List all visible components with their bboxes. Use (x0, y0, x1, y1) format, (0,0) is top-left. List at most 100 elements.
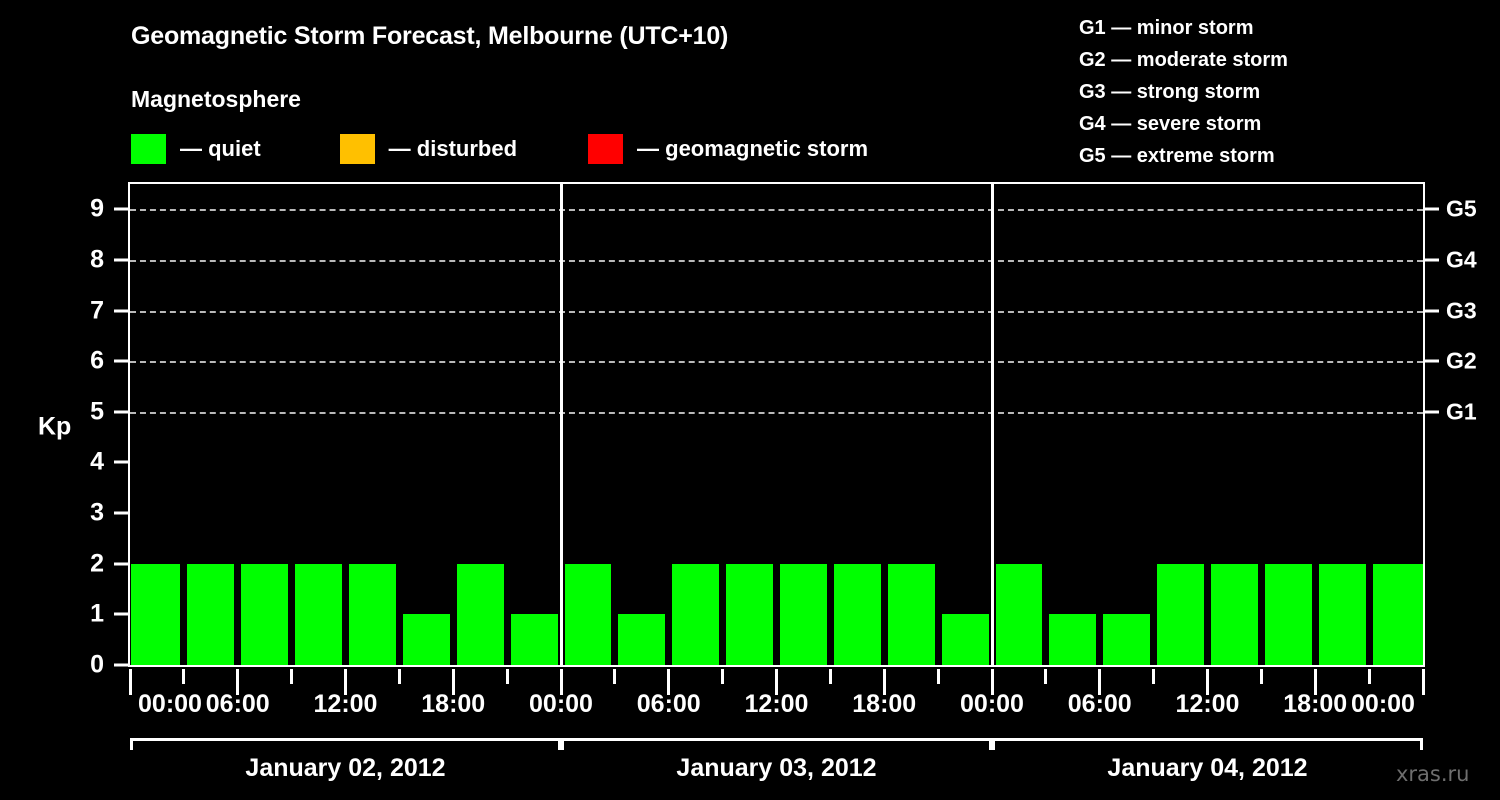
bar (780, 563, 827, 665)
gridline (130, 209, 1423, 212)
bar (456, 563, 504, 665)
legend-swatch-storm (588, 134, 624, 164)
legend: — quiet — disturbed — geomagnetic storm (131, 134, 868, 164)
g-tick-label: G2 (1446, 347, 1477, 374)
legend-label-storm: — geomagnetic storm (637, 136, 869, 161)
x-tick-major (990, 669, 994, 695)
y-tick-mark (114, 562, 128, 566)
bar (349, 563, 396, 665)
x-tick-label: 00:00 (138, 690, 202, 718)
x-tick-minor (1152, 669, 1156, 684)
y-tick-mark (114, 511, 128, 515)
g-tick-label: G4 (1446, 246, 1477, 273)
g-tick-label: G3 (1446, 297, 1477, 324)
bar (402, 614, 450, 665)
g-tick-mark (1425, 359, 1439, 363)
x-tick-label: 12:00 (1175, 690, 1240, 718)
y-tick-mark (114, 309, 128, 313)
bar (726, 563, 773, 665)
x-tick-major (451, 669, 455, 695)
gridline (130, 310, 1423, 313)
bar (887, 563, 935, 665)
x-tick-minor (828, 669, 832, 684)
bar (941, 614, 989, 665)
gscale-legend-line: G3 — strong storm (1079, 81, 1261, 103)
bar (995, 563, 1043, 665)
y-tick-label: 4 (90, 447, 104, 476)
x-tick-major (882, 669, 886, 695)
gscale-legend-line: G5 — extreme storm (1079, 145, 1275, 167)
g-tick-label: G5 (1446, 195, 1477, 222)
gscale-legend-line: G1 — minor storm (1079, 17, 1254, 39)
y-tick-label: 7 (90, 296, 104, 325)
legend-label-disturbed: — disturbed (388, 136, 518, 161)
plot-area (128, 182, 1425, 667)
x-tick-label: 00:00 (1351, 690, 1415, 718)
y-tick-label: 5 (90, 397, 104, 426)
g-tick-mark (1425, 309, 1439, 313)
legend-item-disturbed: — disturbed (339, 134, 518, 164)
day-bracket (992, 738, 1423, 750)
bar (833, 563, 881, 665)
y-tick-label: 2 (90, 549, 104, 578)
x-tick-minor (397, 669, 401, 684)
bar (564, 563, 612, 665)
bar (510, 614, 558, 665)
date-label: January 02, 2012 (245, 754, 446, 782)
bar (1318, 563, 1366, 665)
y-tick-label: 0 (90, 650, 104, 679)
x-tick-major (236, 669, 240, 695)
x-tick-major (559, 669, 563, 695)
y-tick-mark (114, 460, 128, 464)
bar (1372, 563, 1423, 665)
day-separator (990, 182, 994, 667)
g-tick-mark (1425, 258, 1439, 262)
bar (295, 563, 342, 665)
g-tick-mark (1425, 410, 1439, 414)
x-tick-major (667, 669, 671, 695)
day-bracket (561, 738, 992, 750)
bar (241, 563, 289, 665)
x-tick-major (1313, 669, 1317, 695)
bar (1157, 563, 1204, 665)
day-separator (559, 182, 563, 667)
y-tick-mark (114, 359, 128, 363)
legend-item-quiet: — quiet (131, 134, 261, 164)
x-tick-major (128, 669, 132, 695)
gscale-legend-line: G4 — severe storm (1079, 113, 1262, 135)
legend-swatch-quiet (131, 134, 166, 164)
x-tick-label: 06:00 (1067, 690, 1132, 718)
y-tick-label: 8 (90, 245, 104, 274)
y-tick-mark (114, 258, 128, 262)
bar (130, 563, 181, 665)
x-tick-minor (936, 669, 940, 684)
y-axis-title: Kp (38, 412, 72, 441)
y-tick-label: 3 (90, 498, 104, 527)
legend-label-quiet: — quiet (180, 136, 261, 161)
x-tick-label: 12:00 (744, 690, 809, 718)
x-tick-major (775, 669, 778, 695)
x-tick-label: 12:00 (313, 690, 378, 718)
x-tick-label: 06:00 (636, 690, 701, 718)
bar (1211, 563, 1258, 665)
y-tick-mark (114, 663, 128, 667)
bar (1049, 614, 1097, 665)
y-tick-mark (114, 612, 128, 616)
legend-swatch-disturbed (339, 134, 375, 164)
bar (1103, 614, 1151, 665)
date-label: January 04, 2012 (1107, 754, 1308, 782)
y-tick-label: 1 (90, 599, 104, 628)
x-tick-major (1421, 669, 1425, 695)
plot-inner (130, 182, 1423, 667)
x-tick-major (344, 669, 347, 695)
gridline (130, 361, 1423, 364)
gridline (130, 411, 1423, 414)
x-tick-label: 18:00 (1283, 690, 1348, 718)
y-tick-label: 9 (90, 194, 104, 223)
bar (672, 563, 720, 665)
x-tick-minor (1367, 669, 1371, 684)
g-tick-mark (1425, 207, 1439, 211)
x-tick-label: 18:00 (852, 690, 917, 718)
x-tick-minor (290, 669, 294, 684)
